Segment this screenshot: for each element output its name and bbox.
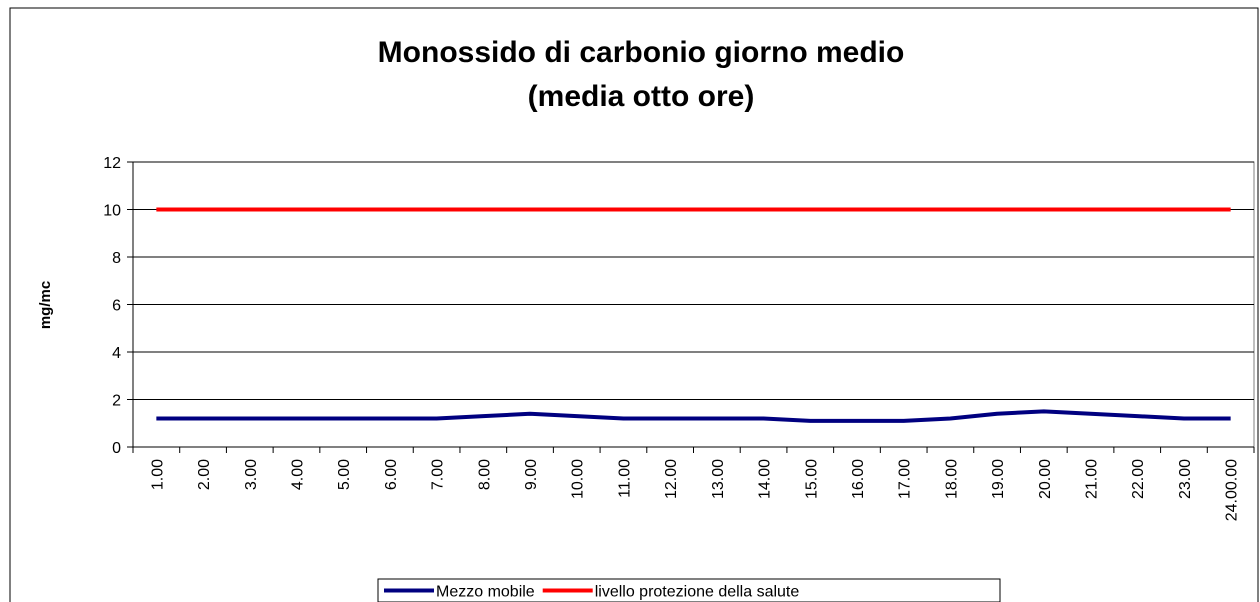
x-tick-label: 10.00 [570, 459, 587, 499]
y-tick-label: 6 [112, 298, 121, 315]
y-tick-label: 8 [112, 250, 121, 267]
y-axis-label: mg/mc [37, 281, 54, 329]
y-tick-label: 10 [103, 203, 121, 220]
x-tick-label: 2.00 [196, 459, 213, 490]
x-tick-label: 7.00 [430, 459, 447, 490]
x-tick-label: 6.00 [383, 459, 400, 490]
x-tick-label: 16.00 [850, 459, 867, 499]
x-tick-label: 20.00 [1037, 459, 1054, 499]
x-tick-label: 11.00 [616, 459, 633, 498]
x-tick-label: 15.00 [803, 459, 820, 499]
x-tick-label: 3.00 [243, 459, 260, 490]
x-tick-label: 17.00 [897, 459, 914, 499]
legend-label: livello protezione della salute [595, 584, 800, 601]
x-tick-label: 22.00 [1130, 459, 1147, 499]
x-tick-label: 14.00 [757, 459, 774, 499]
x-tick-label: 19.00 [990, 459, 1007, 499]
x-tick-label: 5.00 [336, 459, 353, 490]
y-tick-label: 12 [103, 155, 121, 172]
x-tick-label: 23.00 [1177, 459, 1194, 499]
legend-box [377, 578, 1001, 602]
x-tick-label: 8.00 [476, 459, 493, 490]
chart-title: (media otto ore) [528, 80, 755, 113]
x-tick-label: 21.00 [1084, 459, 1101, 499]
line-series [156, 409, 1231, 423]
legend-label: Mezzo mobile [436, 584, 535, 601]
x-tick-label: 4.00 [289, 459, 306, 490]
y-tick-label: 4 [112, 345, 121, 362]
x-tick-label: 12.00 [663, 459, 680, 499]
y-tick-label: 0 [112, 440, 121, 457]
x-tick-label: 24.00.00 [1224, 459, 1241, 521]
x-tick-label: 9.00 [523, 459, 540, 490]
y-tick-label: 2 [112, 393, 121, 410]
x-tick-label: 1.00 [149, 459, 166, 490]
chart-title: Monossido di carbonio giorno medio [378, 36, 905, 69]
x-tick-label: 13.00 [710, 459, 727, 499]
x-tick-label: 18.00 [943, 459, 960, 499]
